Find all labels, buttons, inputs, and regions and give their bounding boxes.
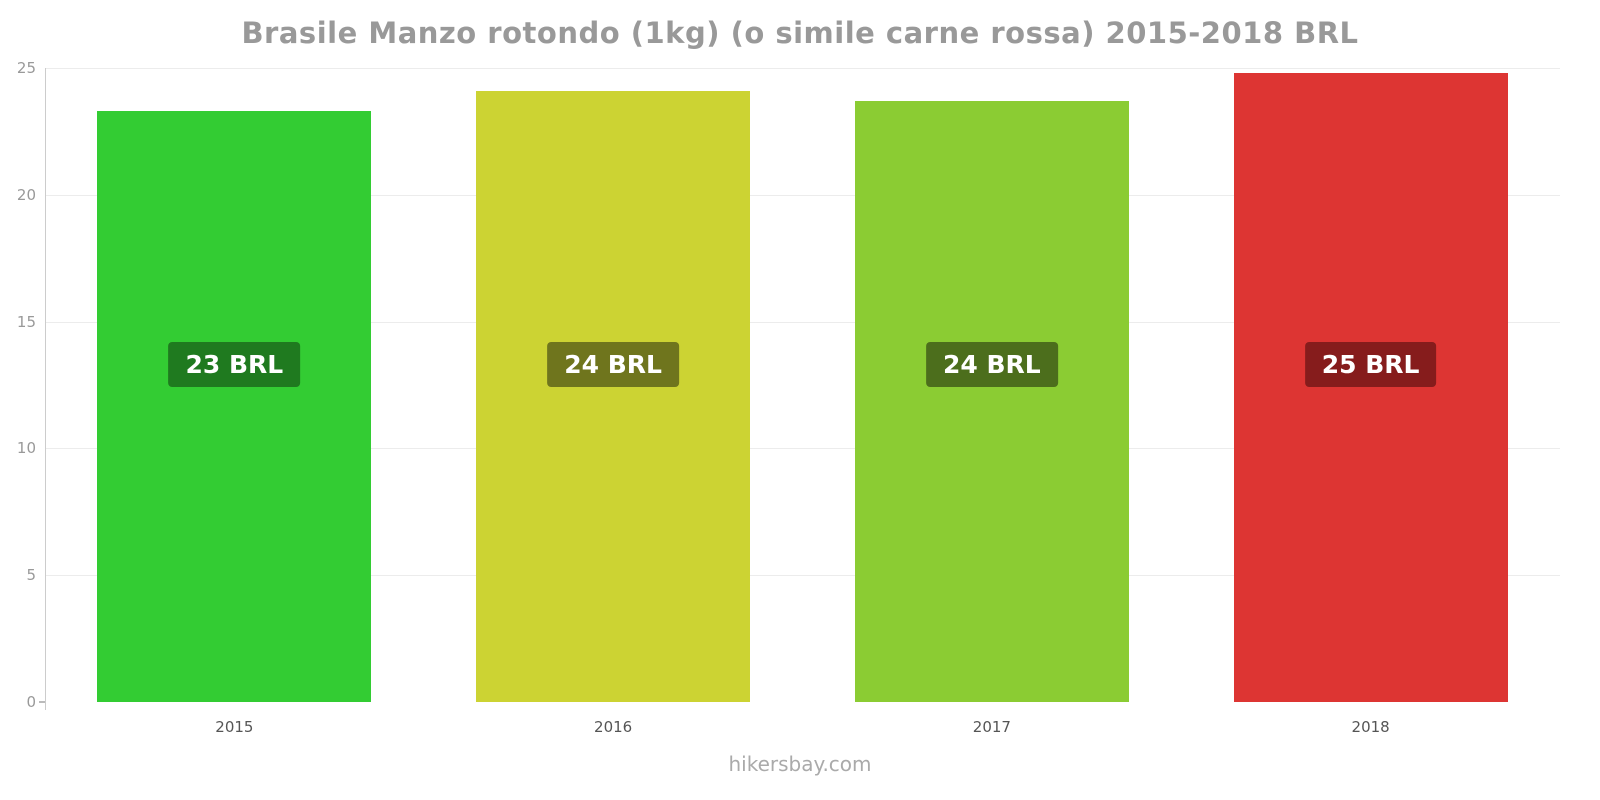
y-gridline (45, 68, 1560, 69)
x-axis-tick-label: 2017 (972, 718, 1011, 736)
x-axis-tick-label: 2018 (1351, 718, 1390, 736)
y-axis-tick-label: 0 (26, 693, 36, 711)
y-axis-tick-label: 25 (16, 59, 36, 77)
y-axis-zero-tick (39, 701, 45, 703)
x-axis-tick-label: 2016 (594, 718, 633, 736)
y-axis-tick-label: 10 (16, 439, 36, 458)
bar-value-badge: 25 BRL (1304, 342, 1437, 387)
bar-2018[interactable] (1233, 73, 1508, 702)
bar-2017[interactable] (854, 100, 1129, 702)
y-gridline (45, 575, 1560, 577)
bar-value-badge: 24 BRL (926, 342, 1058, 387)
bar-value-badge: 23 BRL (168, 342, 301, 387)
bar-2015[interactable] (97, 111, 372, 702)
bar-2016[interactable] (476, 90, 751, 702)
footer-watermark-link[interactable]: hikersbay.com (728, 752, 872, 776)
y-gridline (45, 194, 1560, 196)
y-axis-tick-label: 20 (16, 185, 36, 204)
x-axis-tick-label: 2015 (215, 718, 254, 736)
bar-value-badge: 24 BRL (547, 342, 679, 387)
y-axis-tick-label: 15 (16, 312, 36, 331)
chart-title: Brasile Manzo rotondo (1kg) (o simile ca… (241, 16, 1359, 50)
y-axis-line (45, 68, 46, 710)
y-axis-tick-label: 5 (26, 566, 36, 585)
y-gridline (45, 448, 1560, 450)
y-gridline (45, 321, 1560, 323)
